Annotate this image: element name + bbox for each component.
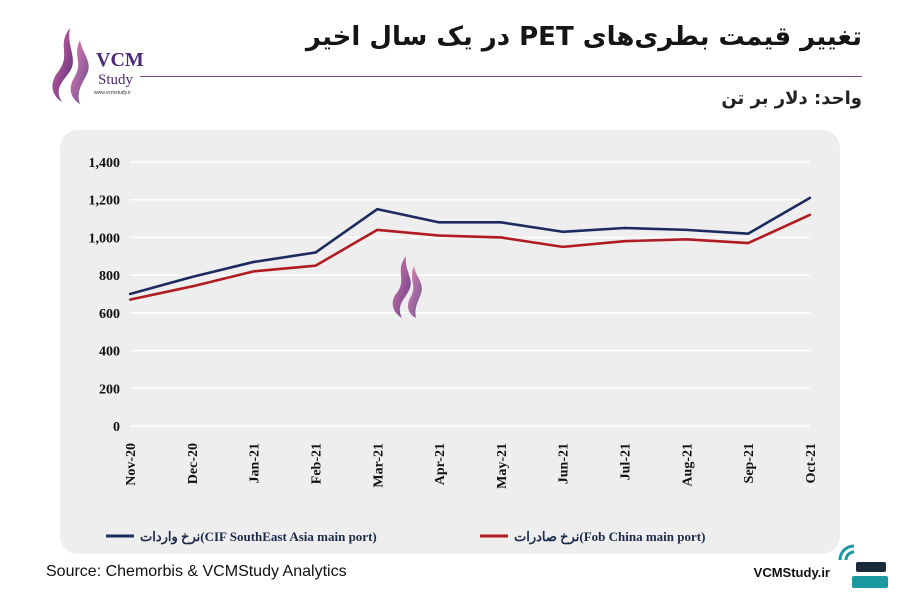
x-tick-label: Jul-21 [619,443,634,480]
vcmstudy-logo: VCM Study www.vcmstudy.ir [52,28,144,104]
x-tick-label: Apr-21 [433,443,448,485]
chart-panel: 0 200 400 600 800 1,000 1,200 1,400 Nov-20 Dec-2… [60,130,840,554]
data-point [685,228,688,232]
data-point [685,238,688,241]
y-tick-label: 600 [99,307,120,322]
source-note: Source: Chemorbis & VCMStudy Analytics [46,563,347,580]
site-url: VCMStudy.ir [753,565,830,580]
data-point [190,275,194,279]
x-tick-label: Dec-20 [186,443,201,484]
y-tick-label: 1,000 [89,231,121,246]
unit-label: واحد: دلار بر تن [721,88,862,109]
data-point [746,232,750,235]
x-tick-label: Oct-21 [804,443,819,483]
y-tick-label: 400 [99,345,120,360]
y-tick-label: 0 [113,420,120,435]
data-point [314,251,317,254]
data-point [252,260,255,264]
data-point [376,207,379,211]
data-point [808,213,812,216]
data-point [437,221,441,224]
watermark-flame-icon [392,256,422,318]
data-point [314,264,317,267]
data-point [128,292,132,296]
data-point [376,228,379,232]
x-tick-label: Nov-20 [124,443,139,486]
logo-brand-vcm: VCM [96,49,144,71]
data-point [252,270,255,273]
series-line-import [129,196,811,296]
data-point [808,196,812,200]
data-point [499,236,503,239]
title-divider [140,76,862,77]
data-point [623,226,626,230]
y-tick-label: 800 [99,269,120,284]
data-point [128,298,132,301]
legend-label-export: نرخ صادرات(Fob China main port) [514,529,705,545]
data-point [190,285,194,288]
y-tick-label: 1,200 [89,194,121,209]
flame-icon [52,28,89,104]
x-tick-label: Aug-21 [680,443,695,487]
page-title: تغییر قیمت بطری‌های PET در یک سال اخیر [305,22,862,52]
y-tick-label: 200 [99,382,120,397]
x-tick-label: Jan-21 [248,443,263,483]
logo-url: www.vcmstudy.ir [94,90,131,96]
series-line-export [129,213,811,301]
x-tick-label: Feb-21 [309,443,324,484]
data-point [437,234,441,237]
kala-khabar-logo [838,544,888,588]
x-tick-label: Mar-21 [371,443,386,488]
data-point [499,221,503,224]
price-line-chart: 0 200 400 600 800 1,000 1,200 1,400 Nov-20 Dec-2… [89,156,820,545]
y-tick-label: 1,400 [89,156,121,171]
legend-label-import: نرخ واردات(CIF SouthEast Asia main port) [140,529,377,545]
data-point [746,241,750,245]
data-point [561,245,564,249]
x-tick-label: May-21 [495,443,510,489]
x-tick-label: Sep-21 [742,443,757,483]
data-point [561,230,564,233]
logo-brand-study: Study [98,72,134,88]
data-point [623,240,626,243]
x-tick-label: Jun-21 [557,443,572,484]
